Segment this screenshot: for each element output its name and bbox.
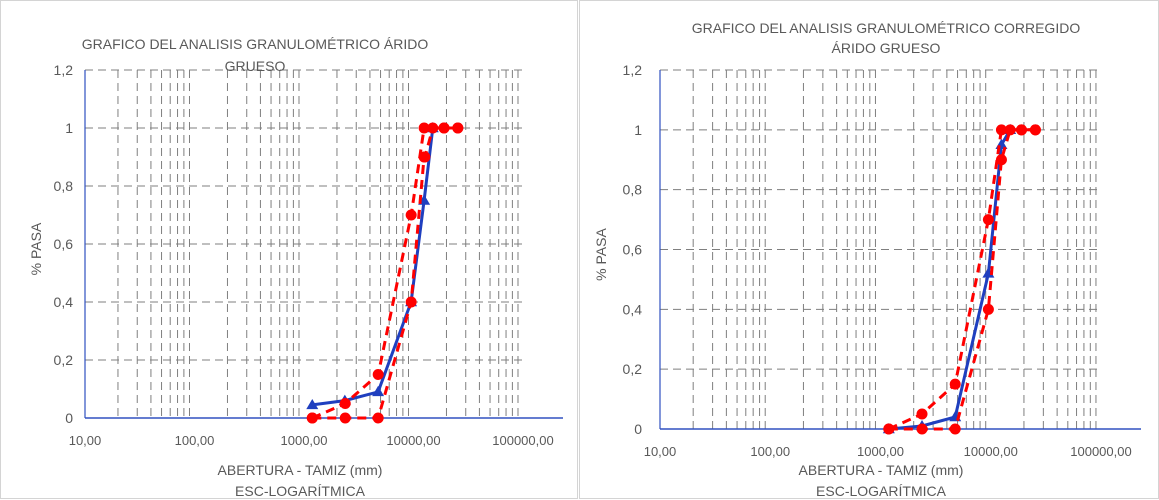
y-tick-label: 1,2 [54,62,74,78]
x-tick-label: 1000,00 [281,433,328,448]
chart-title-line: GRAFICO DEL ANALISIS GRANULOMÉTRICO ÁRID… [82,36,429,52]
x-tick-label: 100,00 [750,444,790,459]
series-2 [883,124,1041,435]
y-tick-label: 0,2 [623,361,643,377]
y-tick-label: 1 [65,120,73,136]
y-tick-label: 0,2 [54,352,74,368]
series-2 [306,122,464,424]
data-point-circle [405,209,417,221]
data-point-circle [306,412,318,424]
chart-panel-left: 0 0,2 0,4 0,6 0,8 1 1,2 10,00 100,00 1000,00 10000… [0,0,578,499]
y-tick-label: 1,2 [623,62,643,78]
x-axis-label: ABERTURA - TAMIZ (mm) [218,462,383,478]
data-point-circle [418,122,430,134]
data-point-circle [372,412,384,424]
chart-title-line: GRUESO [225,58,286,74]
y-axis-label: % PASA [593,228,609,281]
data-point-circle [916,408,928,420]
y-axis-label: % PASA [28,222,44,275]
grid [85,69,523,418]
x-tick-label: 10000,00 [386,433,440,448]
data-point-triangle [372,385,385,397]
chart-title-line: GRAFICO DEL ANALISIS GRANULOMÉTRICO CORR… [692,20,1081,36]
data-point-circle [1029,124,1041,136]
y-tick-label: 0,6 [54,236,74,252]
x-tick-label: 100000,00 [1070,444,1131,459]
chart-svg-left: 0 0,2 0,4 0,6 0,8 1 1,2 10,00 100,00 1000,00 10000… [28,36,563,499]
y-tick-label: 0,6 [623,242,643,258]
chart-svg-right: 0 0,2 0,4 0,6 0,8 1 1,2 10,00 100,00 1000,00 10000… [593,20,1141,499]
series-line [888,129,1012,431]
y-tick-label: 0 [634,421,642,437]
data-point-circle [1015,124,1027,136]
data-point-circle [372,369,384,380]
series-line [312,127,435,407]
series-1 [306,122,464,424]
chart-panel-right: 0 0,2 0,4 0,6 0,8 1 1,2 10,00 100,00 1000,00 10000… [579,0,1159,499]
data-point-circle [949,378,961,390]
data-point-circle [405,296,417,308]
data-point-circle [883,423,895,435]
y-tick-label: 1 [634,122,642,138]
x-axis-sublabel: ESC-LOGARÍTMICA [235,483,366,499]
x-tick-label: 10,00 [644,444,677,459]
data-point-circle [982,214,994,226]
data-point-triangle [306,398,319,410]
y-tick-label: 0 [65,410,73,426]
x-tick-label: 10,00 [69,433,102,448]
x-axis-label: ABERTURA - TAMIZ (mm) [799,462,964,478]
x-axis-sublabel: ESC-LOGARÍTMICA [816,483,947,499]
data-point-circle [452,122,464,134]
x-tick-label: 100,00 [175,433,215,448]
data-point-circle [995,154,1007,166]
y-tick-label: 0,8 [54,178,74,194]
data-point-circle [419,151,431,163]
data-point-circle [438,122,450,134]
y-tick-label: 0,4 [623,301,643,317]
grid [660,69,1101,429]
data-point-circle [339,412,351,424]
data-point-circle [339,398,351,409]
x-tick-label: 10000,00 [964,444,1018,459]
y-tick-label: 0,8 [623,182,643,198]
series-0 [882,123,1017,434]
x-tick-label: 100000,00 [492,433,553,448]
y-tick-label: 0,4 [54,294,74,310]
data-point-circle [916,423,928,435]
data-point-triangle [982,267,995,278]
data-point-circle [995,124,1007,136]
data-point-circle [982,303,994,315]
data-point-circle [949,423,961,435]
chart-title-line: ÁRIDO GRUESO [832,40,941,56]
data-point-circle [427,122,439,134]
x-tick-label: 1000,00 [857,444,904,459]
